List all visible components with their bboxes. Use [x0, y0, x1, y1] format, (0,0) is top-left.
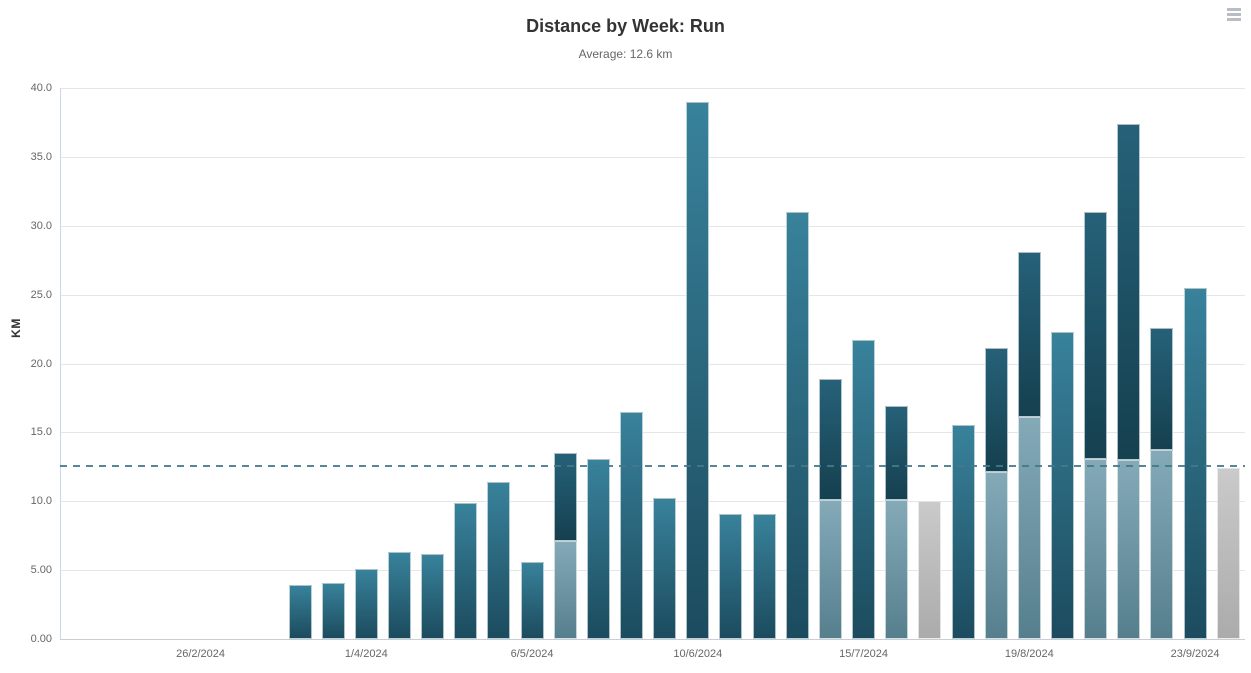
bar-gray[interactable] [918, 501, 942, 639]
gridline [60, 501, 1245, 503]
y-tick-label: 10.0 [30, 495, 52, 508]
bar-segment-dark[interactable] [1017, 252, 1041, 417]
bar-segment-light[interactable] [984, 472, 1008, 639]
bar-segment-dark[interactable] [1117, 124, 1141, 460]
bar-segment-light[interactable] [1017, 417, 1041, 639]
bar-segment-light[interactable] [1084, 459, 1108, 639]
bar-segment-light[interactable] [885, 500, 909, 639]
bar[interactable] [852, 340, 876, 639]
gridline [60, 432, 1245, 434]
y-tick-label: 20.0 [30, 357, 52, 370]
bar[interactable] [288, 585, 312, 639]
chart-context-menu-button[interactable] [1221, 2, 1247, 26]
x-axis-line [60, 639, 1245, 640]
bar[interactable] [1183, 288, 1207, 639]
x-tick-label: 1/4/2024 [344, 648, 388, 660]
gridline [60, 88, 1245, 89]
bar-segment-dark[interactable] [1084, 212, 1108, 459]
x-tick-label: 6/5/2024 [510, 648, 554, 660]
gridline [60, 225, 1245, 227]
y-tick-label: 15.0 [30, 426, 52, 439]
bar[interactable] [387, 552, 411, 639]
gridline [60, 570, 1245, 572]
bar[interactable] [354, 569, 378, 639]
chart-title: Distance by Week: Run [526, 16, 725, 36]
y-tick-label: 35.0 [30, 150, 52, 163]
x-tick-label: 19/8/2024 [1004, 648, 1054, 660]
bar[interactable] [586, 459, 610, 639]
hamburger-menu-icon [1225, 7, 1243, 21]
bar-segment-light[interactable] [818, 500, 842, 639]
bar[interactable] [487, 482, 511, 639]
x-tick-label: 15/7/2024 [839, 648, 889, 660]
bar[interactable] [719, 514, 743, 639]
chart-subtitle: Average: 12.6 km [578, 47, 673, 61]
x-tick-label: 26/2/2024 [176, 648, 226, 660]
x-tick-label: 10/6/2024 [673, 648, 723, 660]
bar[interactable] [421, 554, 445, 639]
y-tick-label: 5.00 [30, 564, 52, 577]
bar-segment-dark[interactable] [553, 453, 577, 541]
average-line [60, 465, 1245, 468]
bar-gray[interactable] [1216, 468, 1240, 639]
bar-segment-light[interactable] [1150, 450, 1174, 639]
bar[interactable] [1050, 332, 1074, 639]
bar-segment-dark[interactable] [885, 406, 909, 500]
bar-segment-dark[interactable] [818, 379, 842, 500]
y-axis-title: KM [9, 318, 23, 338]
y-tick-label: 25.0 [30, 288, 52, 301]
bar[interactable] [951, 425, 975, 639]
y-tick-label: 30.0 [30, 219, 52, 232]
bar[interactable] [321, 583, 345, 639]
gridline [60, 363, 1245, 365]
y-tick-label: 40.0 [30, 82, 52, 94]
y-tick-label: 0.00 [30, 633, 52, 645]
bar-segment-dark[interactable] [1150, 328, 1174, 450]
bar[interactable] [785, 212, 809, 639]
y-axis-line [60, 88, 61, 639]
bar-segment-dark[interactable] [984, 348, 1008, 472]
x-tick-label: 23/9/2024 [1170, 648, 1220, 660]
bar[interactable] [686, 102, 710, 639]
bar[interactable] [454, 503, 478, 639]
gridline [60, 156, 1245, 158]
bar-segment-light[interactable] [1117, 460, 1141, 639]
bar-segment-light[interactable] [553, 541, 577, 639]
gridline [60, 294, 1245, 296]
bar[interactable] [520, 562, 544, 639]
bar[interactable] [620, 412, 643, 639]
bar[interactable] [752, 514, 776, 639]
bar[interactable] [653, 498, 677, 639]
